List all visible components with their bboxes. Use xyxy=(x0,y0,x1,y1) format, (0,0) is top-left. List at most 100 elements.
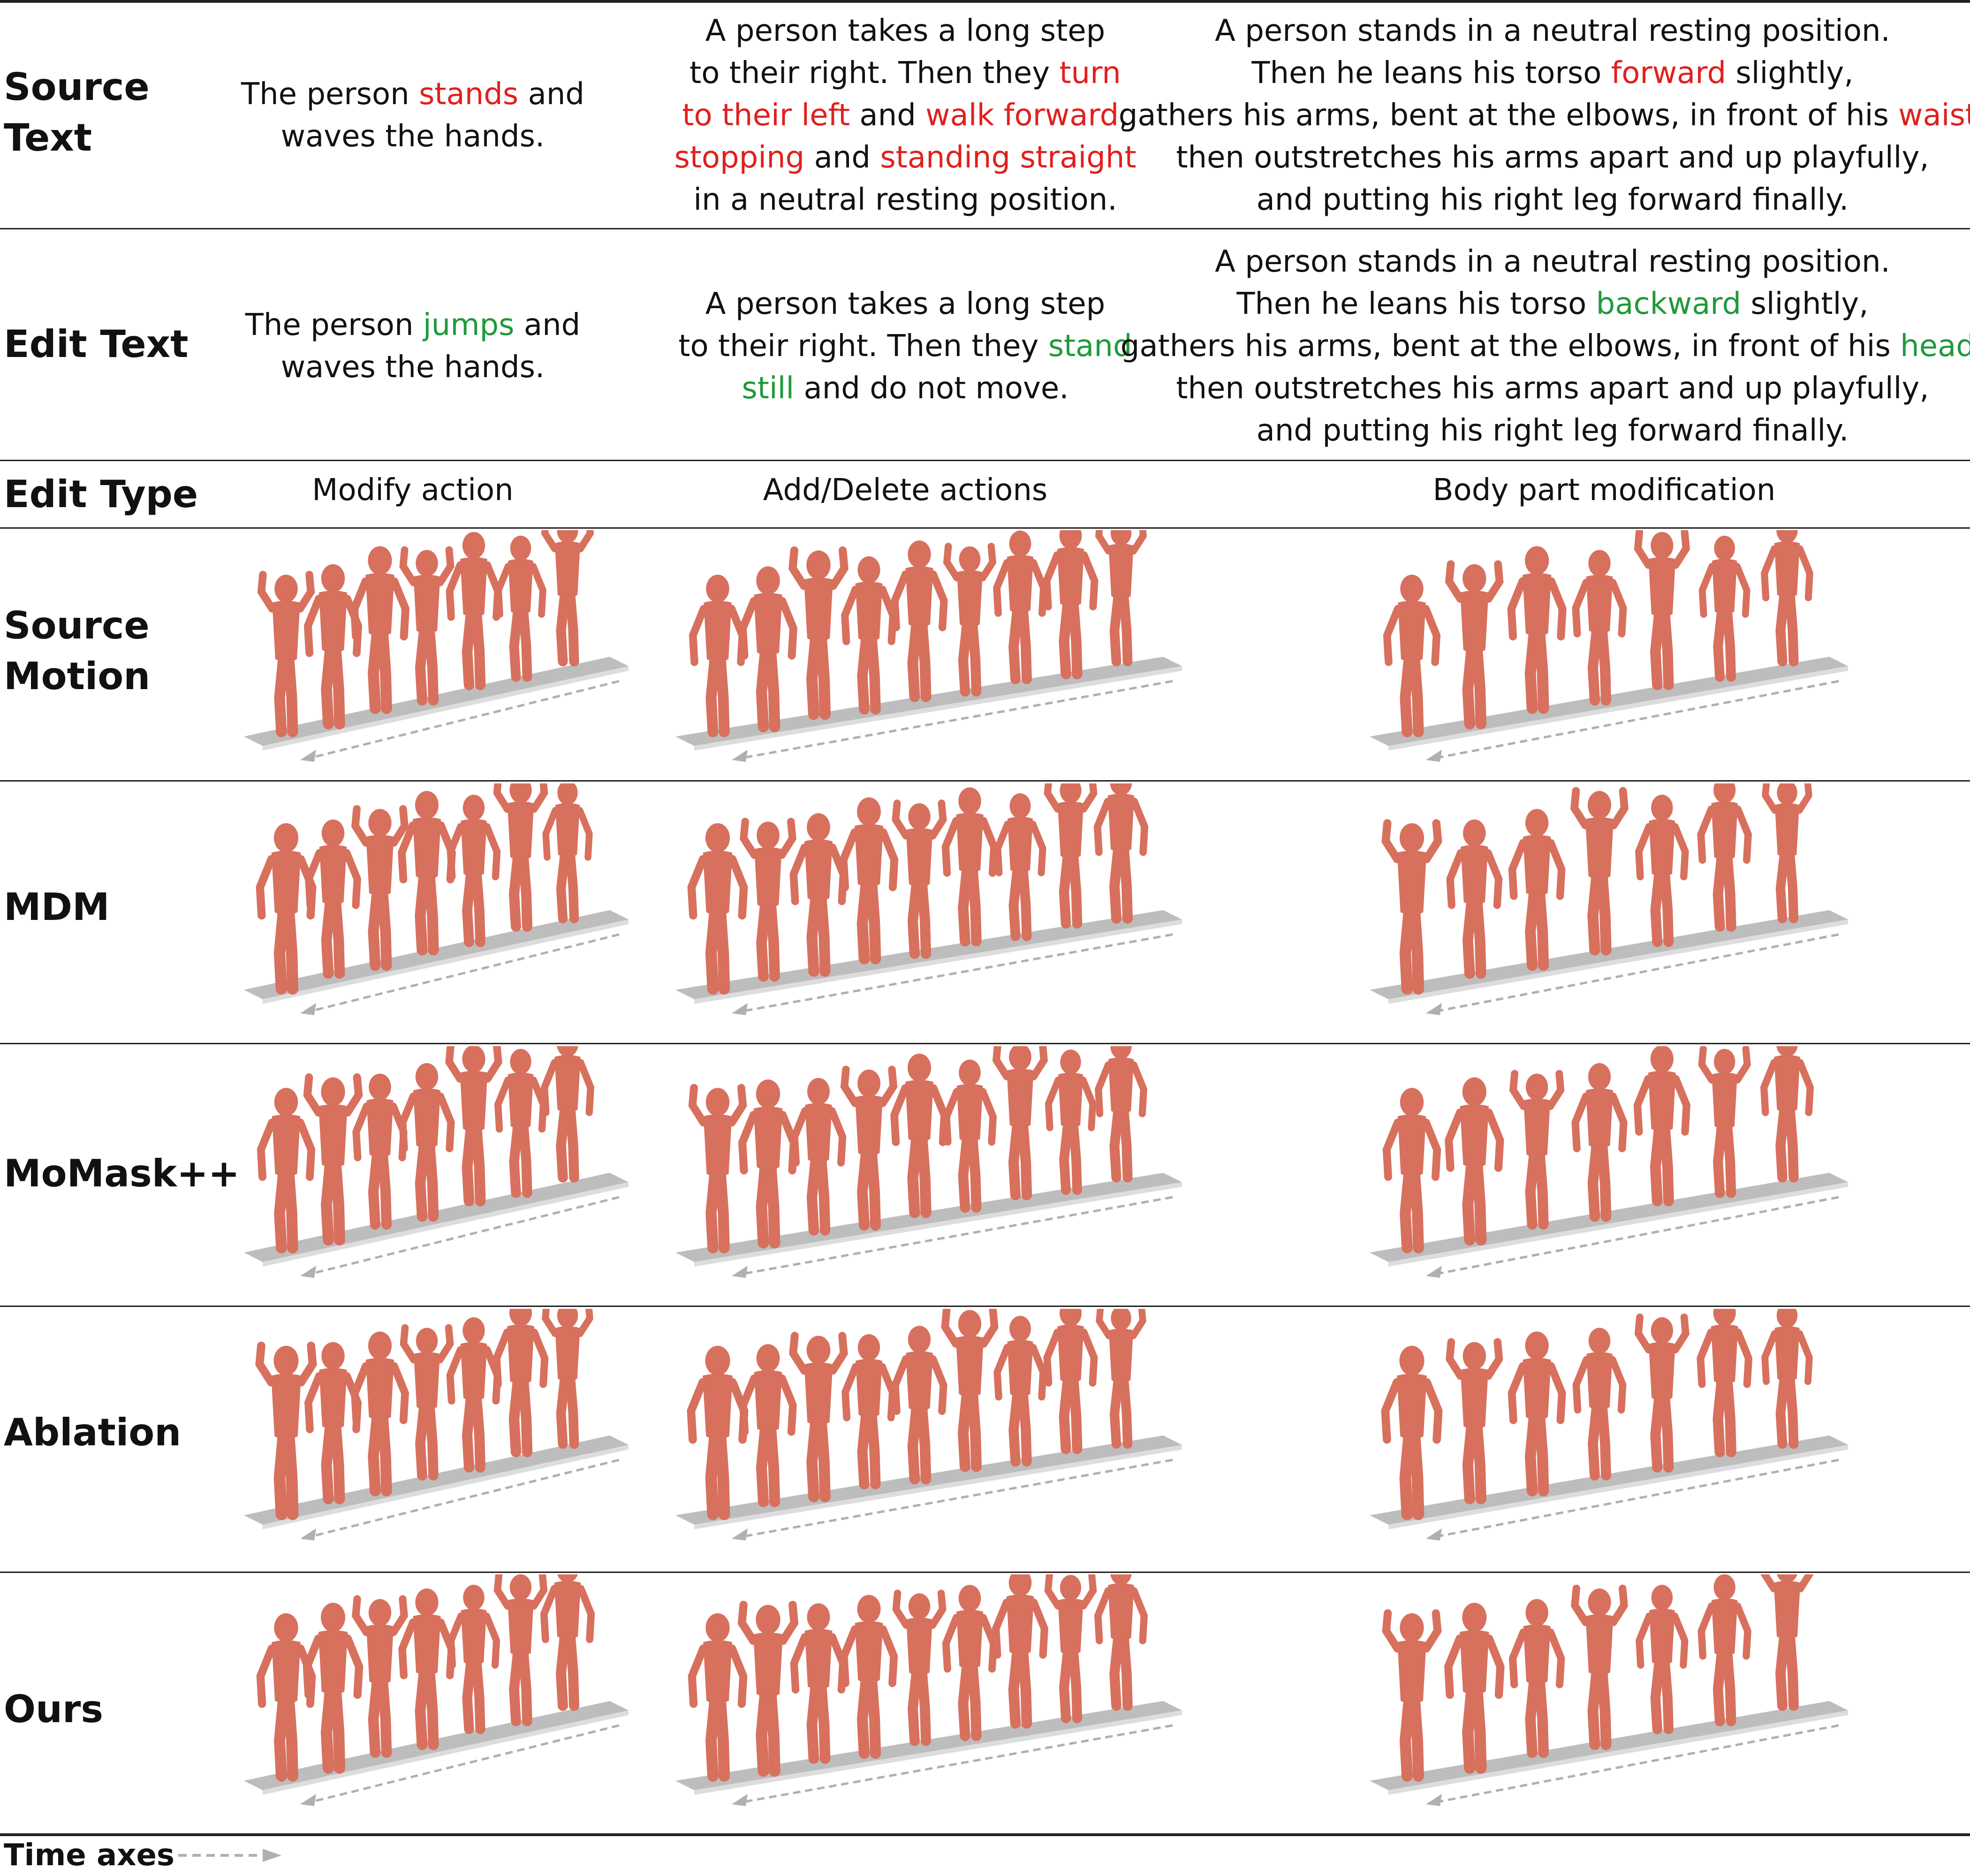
figure-sequence xyxy=(1381,1309,1813,1520)
text-run: to their right. Then they xyxy=(690,56,1060,91)
time-arrow-icon xyxy=(1426,1724,1839,1806)
figure xyxy=(446,532,502,691)
figure xyxy=(541,530,594,667)
figure xyxy=(1043,530,1099,679)
scene-source-motion-body-part xyxy=(1360,530,1857,765)
highlight-source: forward xyxy=(1611,56,1727,91)
scene-ablation-add-delete xyxy=(666,1309,1191,1543)
figure xyxy=(994,793,1046,941)
figure xyxy=(303,564,363,729)
time-arrow-icon xyxy=(1426,1196,1839,1278)
figure xyxy=(790,1078,847,1236)
figure-sequence xyxy=(256,783,593,995)
figure xyxy=(1697,1309,1753,1458)
text-run: and xyxy=(850,98,926,133)
rule-after-mdm xyxy=(0,1043,1970,1044)
scene-ablation-modify-action xyxy=(235,1309,638,1543)
figure xyxy=(942,1059,997,1213)
figure xyxy=(1508,809,1566,971)
time-arrow-icon xyxy=(732,680,1173,762)
source-text-col1: The person stands and waves the hands. xyxy=(216,4,610,227)
figure xyxy=(943,543,997,697)
source-text-col3: A person stands in a neutral resting pos… xyxy=(1119,4,1970,227)
time-arrow-icon xyxy=(1426,1458,1839,1541)
figure xyxy=(1571,1063,1628,1222)
edit-text-col2: A person takes a long step to their righ… xyxy=(647,235,1163,458)
figure-sequence xyxy=(257,1046,595,1253)
time-arrow-icon xyxy=(1426,933,1839,1015)
figure xyxy=(540,1046,595,1183)
row-label-source-motion: Source Motion xyxy=(4,600,150,702)
figure xyxy=(303,1073,363,1246)
scene-mdm-body-part xyxy=(1360,783,1857,1018)
figure xyxy=(495,535,546,682)
figure xyxy=(739,1344,797,1507)
text-line: waves the hands. xyxy=(280,119,545,154)
figure xyxy=(398,790,456,956)
bottom-rule xyxy=(0,1833,1970,1836)
figure xyxy=(352,1073,408,1230)
figure xyxy=(540,1574,595,1711)
highlight-edit: head xyxy=(1900,329,1970,364)
figure xyxy=(1508,1599,1565,1758)
figure-sequence xyxy=(255,1309,593,1520)
rule-after-source-motion xyxy=(0,780,1970,782)
figure xyxy=(399,1063,455,1222)
floor-edge xyxy=(694,919,1182,1004)
highlight-source: stands xyxy=(419,77,519,112)
figure xyxy=(891,1326,947,1485)
text-run: slightly, xyxy=(1726,56,1854,91)
floor-edge xyxy=(694,1710,1182,1795)
figure xyxy=(1634,530,1690,691)
figure xyxy=(740,818,796,982)
time-arrow-icon xyxy=(732,1196,1173,1278)
highlight-source: to their left xyxy=(682,98,850,133)
text-run: and xyxy=(514,308,581,342)
figure-sequence xyxy=(1381,783,1812,995)
figure xyxy=(1044,1574,1097,1724)
figure xyxy=(351,805,409,971)
row-label-ours: Ours xyxy=(4,1687,104,1731)
figure xyxy=(1381,819,1442,995)
figure xyxy=(1381,1345,1443,1520)
rule-after-edit-type xyxy=(0,527,1970,529)
floor-edge xyxy=(1388,1445,1848,1529)
figure xyxy=(1045,1049,1097,1195)
figure xyxy=(1508,1331,1566,1496)
figure xyxy=(542,783,593,924)
figure xyxy=(256,1613,316,1782)
figure xyxy=(1761,1309,1813,1449)
rule-after-ablation xyxy=(0,1572,1970,1573)
scene-ablation-body-part xyxy=(1360,1309,1857,1543)
figure xyxy=(789,813,848,977)
time-arrow-icon xyxy=(300,1458,620,1541)
text-run: gathers his arms, bent at the elbows, in… xyxy=(1120,329,1901,364)
time-arrow-icon xyxy=(732,933,1173,1015)
top-rule xyxy=(0,0,1970,3)
figure-sequence xyxy=(688,1046,1147,1253)
floor-plane xyxy=(675,657,1182,746)
floor-plane xyxy=(675,1701,1182,1790)
figure xyxy=(1762,783,1812,924)
figure xyxy=(687,1345,749,1520)
figure xyxy=(1093,783,1149,924)
scene-ours-add-delete xyxy=(666,1574,1191,1809)
figure xyxy=(941,787,998,947)
figure xyxy=(1096,1309,1146,1449)
text-run: and do not move. xyxy=(794,371,1069,406)
rule-after-momask xyxy=(0,1306,1970,1307)
text-line: then outstretches his arms apart and up … xyxy=(1176,371,1929,406)
figure xyxy=(892,1589,947,1746)
text-run: slightly, xyxy=(1741,287,1869,321)
figure xyxy=(839,797,899,965)
figure xyxy=(1094,1574,1148,1711)
row-label-edit-type: Edit Type xyxy=(4,472,198,516)
figure-sequence xyxy=(687,783,1149,995)
legend-time-axes-label: Time axes xyxy=(4,1838,174,1873)
text-line: and putting his right leg forward finall… xyxy=(1256,182,1849,217)
text-run: Then he leans his torso xyxy=(1236,287,1596,321)
text-run: and xyxy=(518,77,585,112)
figure xyxy=(1572,550,1627,706)
figure xyxy=(739,566,797,733)
scene-mdm-add-delete xyxy=(666,783,1191,1018)
